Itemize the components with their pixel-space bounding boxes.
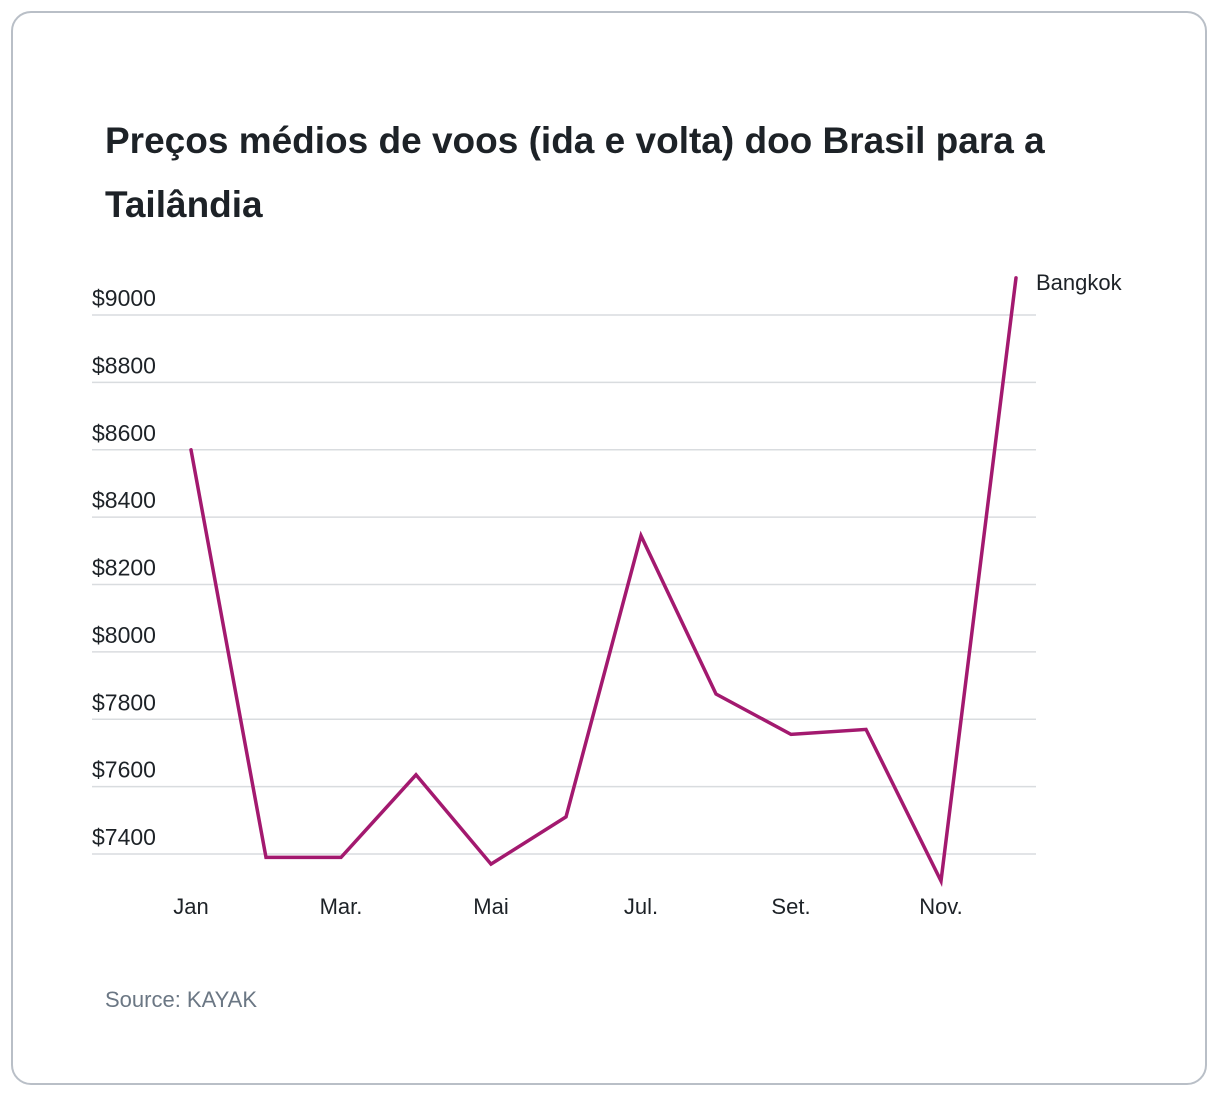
y-tick-label: $8000 [92,622,156,648]
x-tick-label: Mar. [320,894,363,919]
y-tick-label: $7800 [92,689,156,715]
gridlines [92,314,1036,855]
y-tick-label: $9000 [92,285,156,311]
x-axis-ticks: Jan Mar. Mai Jul. Set. Nov. [173,894,963,919]
y-tick-label: $8600 [92,420,156,446]
y-axis-ticks: $7400 $7600 $7800 $8000 $8200 $8400 $8600 $8800… [92,285,156,850]
y-tick-label: $7400 [92,824,156,850]
y-tick-label: $7600 [92,757,156,783]
series-label: Bangkok [1036,270,1123,295]
y-tick-label: $8400 [92,487,156,513]
series-labels: Bangkok [1036,270,1123,295]
x-tick-label: Mai [473,894,508,919]
chart-title: Preços médios de voos (ida e volta) doo … [105,120,1045,225]
series-line [189,276,1018,888]
x-tick-label: Set. [771,894,810,919]
x-tick-label: Jan [173,894,208,919]
y-tick-label: $8800 [92,352,156,378]
source-note: Source: KAYAK [105,987,258,1012]
x-tick-label: Nov. [919,894,963,919]
series-lines [189,276,1018,888]
y-tick-label: $8200 [92,555,156,581]
x-tick-label: Jul. [624,894,658,919]
